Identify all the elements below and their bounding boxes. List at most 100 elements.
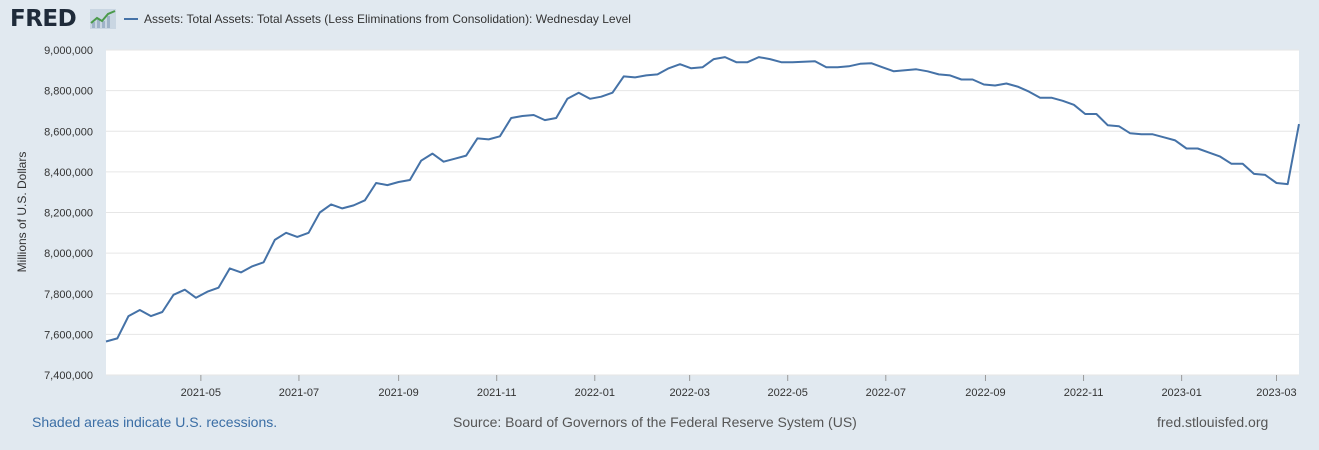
data-point[interactable]	[394, 177, 404, 187]
data-point[interactable]	[540, 115, 550, 125]
data-point[interactable]	[1091, 109, 1101, 119]
data-point[interactable]	[923, 66, 933, 76]
recession-note[interactable]: Shaded areas indicate U.S. recessions.	[32, 414, 278, 430]
data-point[interactable]	[686, 63, 696, 73]
data-point[interactable]	[101, 337, 111, 347]
data-point[interactable]	[439, 157, 449, 167]
data-point[interactable]	[360, 195, 370, 205]
data-point[interactable]	[416, 156, 426, 166]
data-point[interactable]	[1046, 93, 1056, 103]
data-point[interactable]	[945, 70, 955, 80]
data-point[interactable]	[1182, 144, 1192, 154]
data-point[interactable]	[743, 57, 753, 67]
data-point[interactable]	[247, 261, 257, 271]
data-point[interactable]	[619, 71, 629, 81]
data-point[interactable]	[911, 64, 921, 74]
data-point[interactable]	[664, 63, 674, 73]
data-point[interactable]	[1069, 100, 1079, 110]
data-point[interactable]	[180, 285, 190, 295]
site-link[interactable]: fred.stlouisfed.org	[1157, 414, 1269, 430]
data-point[interactable]	[1024, 87, 1034, 97]
data-point[interactable]	[1238, 159, 1248, 169]
data-point[interactable]	[1204, 148, 1214, 158]
data-point[interactable]	[855, 59, 865, 69]
data-point[interactable]	[844, 61, 854, 71]
data-point[interactable]	[596, 92, 606, 102]
data-point[interactable]	[1148, 129, 1158, 139]
data-point[interactable]	[1294, 119, 1304, 129]
data-point[interactable]	[788, 57, 798, 67]
data-point[interactable]	[1227, 159, 1237, 169]
data-point[interactable]	[934, 69, 944, 79]
data-point[interactable]	[281, 228, 291, 238]
data-point[interactable]	[472, 133, 482, 143]
data-point[interactable]	[529, 110, 539, 120]
data-point[interactable]	[720, 52, 730, 62]
data-point[interactable]	[799, 57, 809, 67]
data-point[interactable]	[878, 62, 888, 72]
data-point[interactable]	[349, 200, 359, 210]
data-point[interactable]	[551, 113, 561, 123]
data-point[interactable]	[315, 208, 325, 218]
data-point[interactable]	[1170, 135, 1180, 145]
data-point[interactable]	[776, 57, 786, 67]
data-point[interactable]	[405, 175, 415, 185]
data-point[interactable]	[821, 62, 831, 72]
data-point[interactable]	[698, 62, 708, 72]
data-point[interactable]	[1080, 109, 1090, 119]
data-point[interactable]	[810, 56, 820, 66]
data-point[interactable]	[1159, 132, 1169, 142]
chart-legend[interactable]: Assets: Total Assets: Total Assets (Less…	[124, 12, 631, 26]
data-point[interactable]	[1125, 128, 1135, 138]
data-point[interactable]	[382, 180, 392, 190]
data-point[interactable]	[641, 70, 651, 80]
data-point[interactable]	[304, 228, 314, 238]
data-point[interactable]	[675, 59, 685, 69]
data-point[interactable]	[157, 307, 167, 317]
data-point[interactable]	[866, 58, 876, 68]
data-point[interactable]	[630, 72, 640, 82]
data-point[interactable]	[1136, 129, 1146, 139]
data-point[interactable]	[461, 151, 471, 161]
fred-logo[interactable]: FRED	[10, 6, 77, 32]
data-point[interactable]	[337, 203, 347, 213]
data-point[interactable]	[292, 232, 302, 242]
data-point[interactable]	[709, 54, 719, 64]
data-point[interactable]	[1035, 93, 1045, 103]
data-point[interactable]	[1193, 144, 1203, 154]
data-point[interactable]	[1215, 152, 1225, 162]
data-point[interactable]	[585, 94, 595, 104]
data-point[interactable]	[1103, 120, 1113, 130]
data-point[interactable]	[427, 149, 437, 159]
data-point[interactable]	[1001, 79, 1011, 89]
data-point[interactable]	[1260, 170, 1270, 180]
data-point[interactable]	[1249, 169, 1259, 179]
data-point[interactable]	[990, 81, 1000, 91]
data-point[interactable]	[1283, 179, 1293, 189]
data-point[interactable]	[653, 69, 663, 79]
data-point[interactable]	[1272, 178, 1282, 188]
data-point[interactable]	[900, 65, 910, 75]
data-point[interactable]	[371, 178, 381, 188]
data-point[interactable]	[202, 287, 212, 297]
data-point[interactable]	[450, 154, 460, 164]
data-point[interactable]	[956, 75, 966, 85]
data-point[interactable]	[112, 333, 122, 343]
data-point[interactable]	[731, 57, 741, 67]
data-point[interactable]	[574, 88, 584, 98]
data-point[interactable]	[146, 311, 156, 321]
data-point[interactable]	[270, 235, 280, 245]
data-point[interactable]	[1013, 82, 1023, 92]
series-line[interactable]	[105, 56, 1300, 343]
data-point[interactable]	[608, 88, 618, 98]
data-point[interactable]	[169, 290, 179, 300]
data-point[interactable]	[979, 80, 989, 90]
data-point[interactable]	[765, 54, 775, 64]
data-point[interactable]	[191, 293, 201, 303]
data-point[interactable]	[562, 94, 572, 104]
data-point[interactable]	[754, 52, 764, 62]
data-point[interactable]	[968, 75, 978, 85]
data-point[interactable]	[135, 305, 145, 315]
data-point[interactable]	[124, 311, 134, 321]
data-point[interactable]	[889, 66, 899, 76]
